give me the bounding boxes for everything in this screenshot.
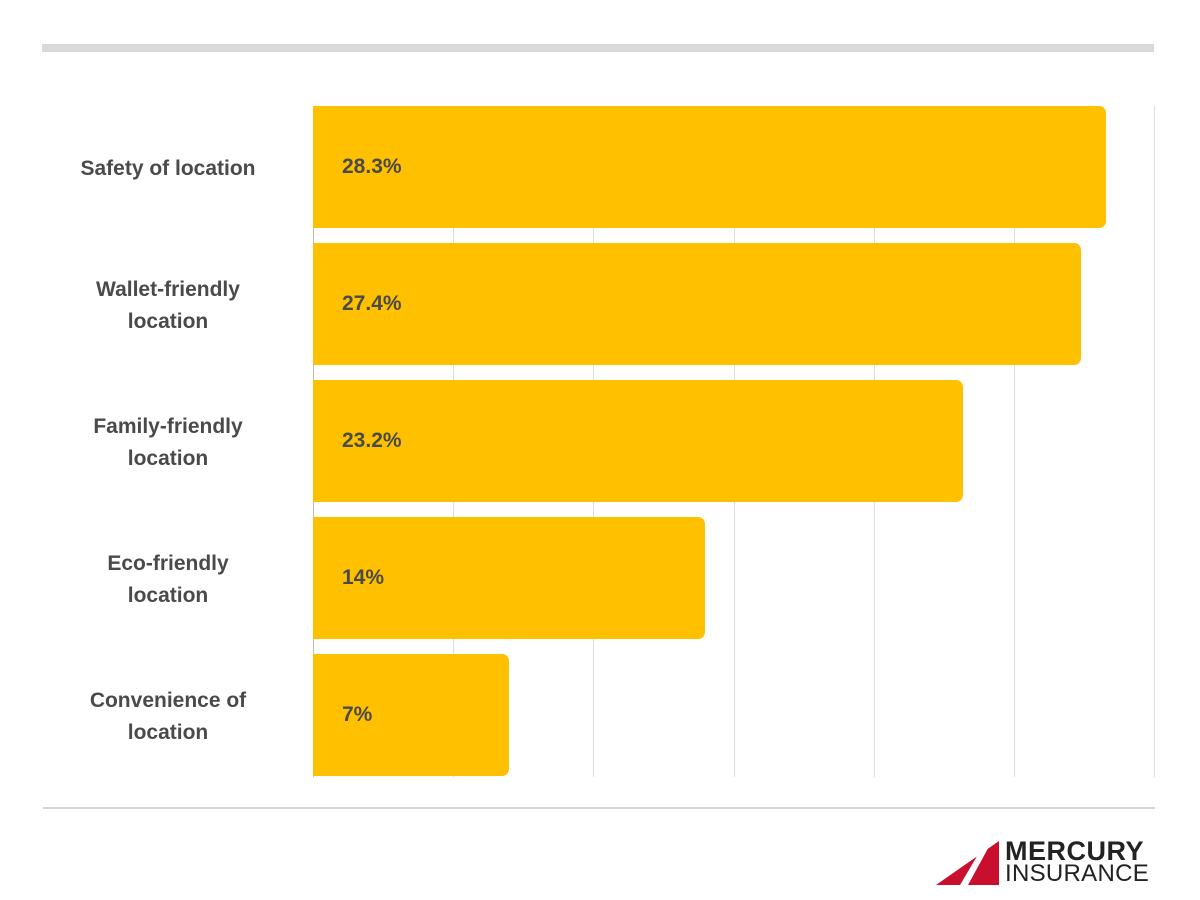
logo-text-mercury: MERCURY <box>1005 836 1145 866</box>
bar: 27.4% <box>313 243 1081 365</box>
bar: 14% <box>313 517 705 639</box>
mercury-logo-mark-icon <box>936 841 999 885</box>
category-label: Safety of location <box>80 157 256 180</box>
bar-chart-plot-area: 28.3% 27.4% 23.2% 14% 7% <box>313 106 1155 777</box>
bar: 28.3% <box>313 106 1106 228</box>
bar-value-label: 28.3% <box>342 155 402 178</box>
bar-value-label: 7% <box>342 703 373 726</box>
category-label: Convenience of location <box>89 689 247 744</box>
gridline <box>1154 106 1155 777</box>
bar-value-label: 27.4% <box>342 292 402 315</box>
bar: 23.2% <box>313 380 963 502</box>
category-label: Wallet-friendly location <box>96 278 240 333</box>
category-label: Family-friendly location <box>93 415 243 470</box>
mercury-insurance-logo: MERCURY INSURANCE <box>936 836 1160 887</box>
bar: 7% <box>313 654 509 776</box>
gridline <box>1014 106 1015 777</box>
bar-value-label: 23.2% <box>342 429 402 452</box>
category-label: Eco-friendly location <box>107 552 229 607</box>
logo-text-insurance: INSURANCE <box>1005 860 1150 887</box>
bar-value-label: 14% <box>342 566 385 589</box>
top-divider <box>42 44 1154 52</box>
bottom-divider <box>43 807 1155 809</box>
